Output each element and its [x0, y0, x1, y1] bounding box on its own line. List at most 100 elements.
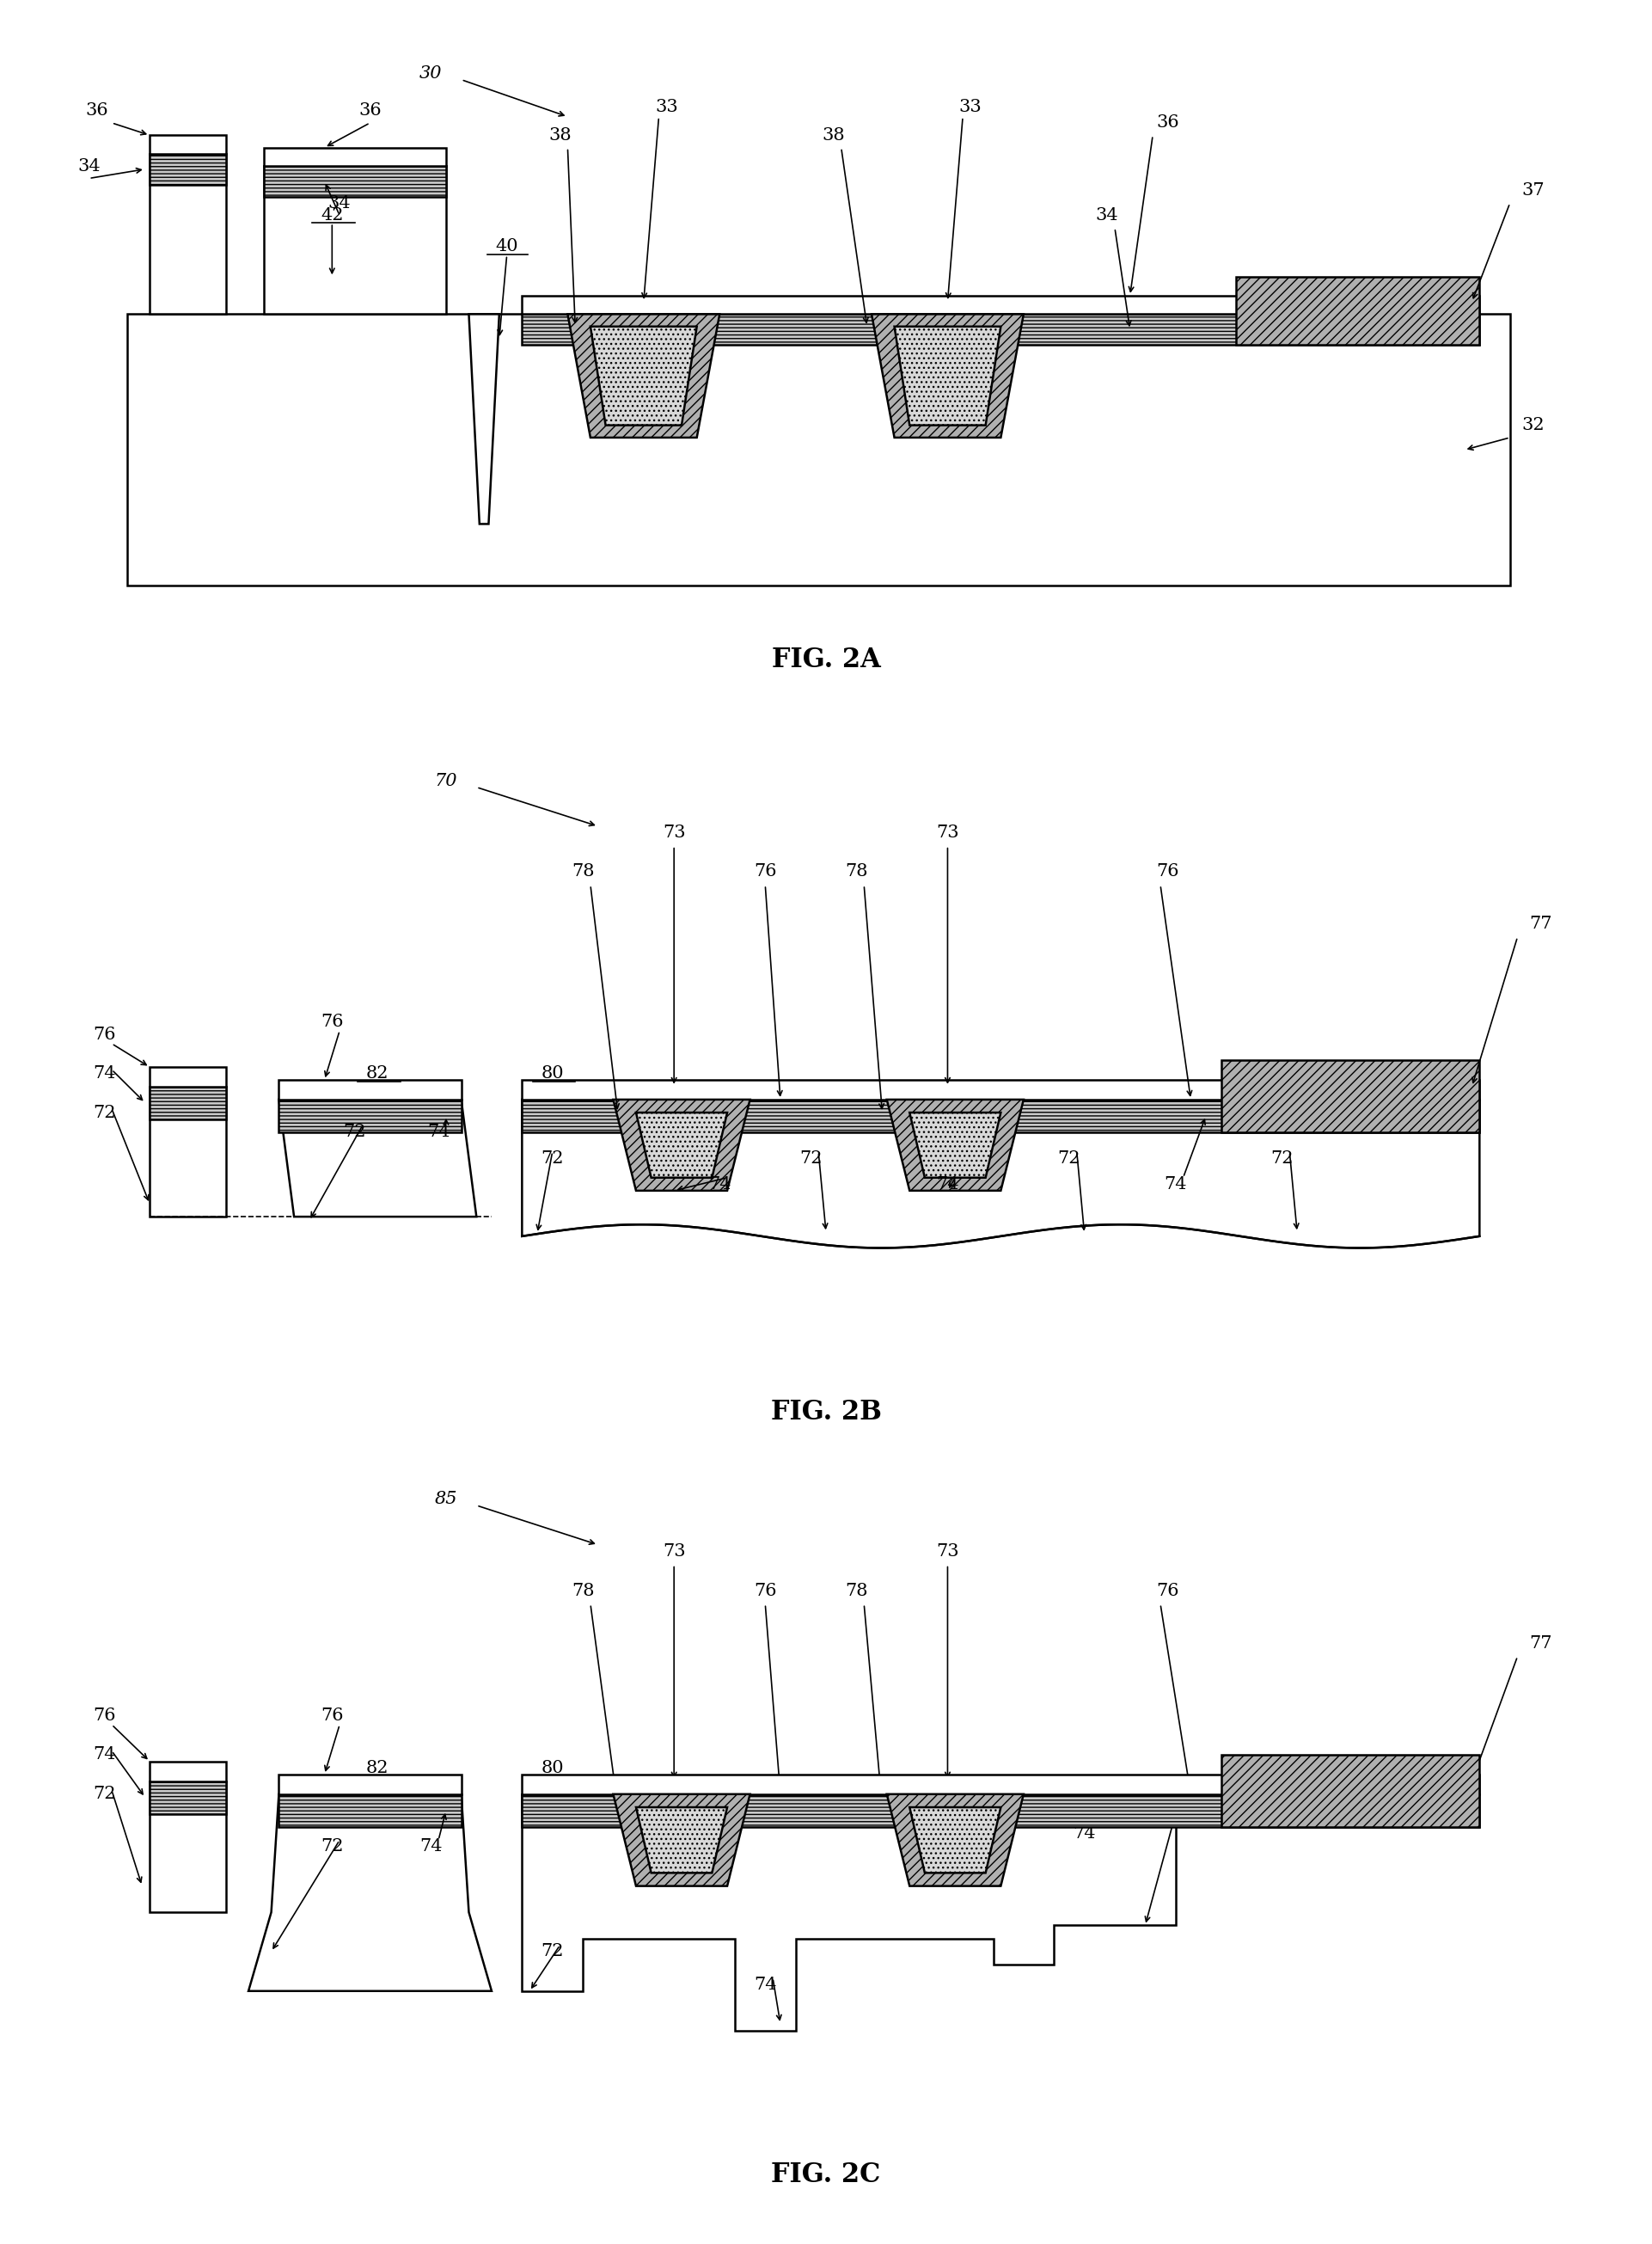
Polygon shape: [279, 1100, 476, 1216]
Text: 74: 74: [753, 1977, 776, 1993]
Bar: [522, 1100, 1480, 1131]
Bar: [264, 166, 446, 314]
Polygon shape: [522, 1100, 1480, 1248]
Text: 74: 74: [709, 1176, 730, 1192]
Text: 72: 72: [344, 1124, 367, 1140]
Bar: [1221, 1755, 1480, 1827]
Text: 72: 72: [93, 1786, 116, 1802]
Text: 77: 77: [1530, 1636, 1551, 1652]
Text: 80: 80: [540, 1759, 563, 1775]
Text: 74: 74: [937, 1176, 958, 1192]
Polygon shape: [636, 1806, 727, 1874]
Bar: [264, 148, 446, 166]
Text: 34: 34: [329, 195, 352, 211]
Polygon shape: [522, 1795, 1480, 2031]
Polygon shape: [910, 1806, 1001, 1874]
Text: 36: 36: [84, 103, 107, 119]
Text: 72: 72: [542, 1149, 563, 1167]
Text: 78: 78: [572, 864, 595, 880]
Bar: [150, 153, 226, 314]
Text: 73: 73: [662, 1544, 686, 1560]
Text: 77: 77: [1530, 916, 1551, 931]
Text: 78: 78: [572, 1582, 595, 1600]
Bar: [522, 1775, 1480, 1795]
Bar: [522, 296, 1480, 314]
Polygon shape: [894, 325, 1001, 426]
Text: 70: 70: [434, 772, 458, 790]
Polygon shape: [590, 325, 697, 426]
Text: 32: 32: [1521, 417, 1545, 433]
Bar: [150, 155, 226, 184]
Text: 76: 76: [1156, 1582, 1180, 1600]
Bar: [522, 1795, 1480, 1827]
Text: 73: 73: [662, 824, 686, 842]
Bar: [127, 314, 1510, 586]
Text: 76: 76: [320, 1708, 344, 1723]
Polygon shape: [568, 314, 720, 438]
Text: 72: 72: [1270, 1149, 1294, 1167]
Text: 76: 76: [753, 864, 776, 880]
Text: 72: 72: [320, 1838, 344, 1856]
Text: 33: 33: [654, 99, 677, 114]
Bar: [279, 1079, 461, 1100]
Polygon shape: [636, 1113, 727, 1178]
Text: 74: 74: [428, 1124, 449, 1140]
Polygon shape: [887, 1100, 1024, 1192]
Bar: [150, 1086, 226, 1120]
Text: 82: 82: [367, 1759, 388, 1775]
Bar: [264, 166, 446, 197]
Polygon shape: [872, 314, 1024, 438]
Text: FIG. 2C: FIG. 2C: [771, 2161, 881, 2188]
Text: 72: 72: [800, 1149, 823, 1167]
Text: 73: 73: [937, 1544, 960, 1560]
Text: 74: 74: [93, 1066, 116, 1082]
Bar: [150, 1086, 226, 1216]
Polygon shape: [248, 1795, 492, 1990]
Text: 76: 76: [1156, 864, 1180, 880]
Polygon shape: [613, 1795, 750, 1885]
Bar: [1236, 278, 1480, 346]
Text: 37: 37: [1521, 182, 1545, 200]
Bar: [522, 1079, 1480, 1100]
Text: 73: 73: [937, 824, 960, 842]
Text: 76: 76: [93, 1026, 116, 1043]
Polygon shape: [910, 1113, 1001, 1178]
Text: 42: 42: [320, 206, 344, 224]
Text: 36: 36: [1156, 114, 1180, 130]
Bar: [150, 1782, 226, 1912]
Text: 72: 72: [1165, 1813, 1186, 1829]
Text: 40: 40: [496, 238, 519, 254]
Polygon shape: [887, 1795, 1024, 1885]
Text: 38: 38: [548, 128, 572, 144]
Text: 82: 82: [367, 1066, 388, 1082]
Text: 74: 74: [93, 1746, 116, 1764]
Text: 76: 76: [93, 1708, 116, 1723]
Text: 74: 74: [420, 1838, 443, 1856]
Text: 72: 72: [1057, 1149, 1080, 1167]
Bar: [1221, 1061, 1480, 1131]
Text: 34: 34: [1095, 206, 1118, 224]
Bar: [150, 135, 226, 155]
Bar: [279, 1795, 461, 1827]
Text: 33: 33: [958, 99, 981, 114]
Text: 76: 76: [753, 1582, 776, 1600]
Text: 74: 74: [1074, 1824, 1095, 1842]
Text: 30: 30: [420, 65, 443, 81]
Text: 78: 78: [846, 864, 867, 880]
Text: 76: 76: [320, 1014, 344, 1030]
Bar: [150, 1066, 226, 1086]
Text: FIG. 2A: FIG. 2A: [771, 646, 881, 673]
Text: 78: 78: [846, 1582, 867, 1600]
Text: 34: 34: [78, 157, 101, 175]
Bar: [150, 1782, 226, 1813]
Polygon shape: [613, 1100, 750, 1192]
Text: 80: 80: [540, 1066, 563, 1082]
Bar: [279, 1100, 461, 1131]
Bar: [279, 1775, 461, 1795]
Text: 72: 72: [93, 1104, 116, 1120]
Text: 85: 85: [434, 1490, 458, 1508]
Bar: [150, 1762, 226, 1782]
Text: 38: 38: [823, 128, 846, 144]
Bar: [522, 314, 1480, 346]
Polygon shape: [469, 314, 499, 525]
